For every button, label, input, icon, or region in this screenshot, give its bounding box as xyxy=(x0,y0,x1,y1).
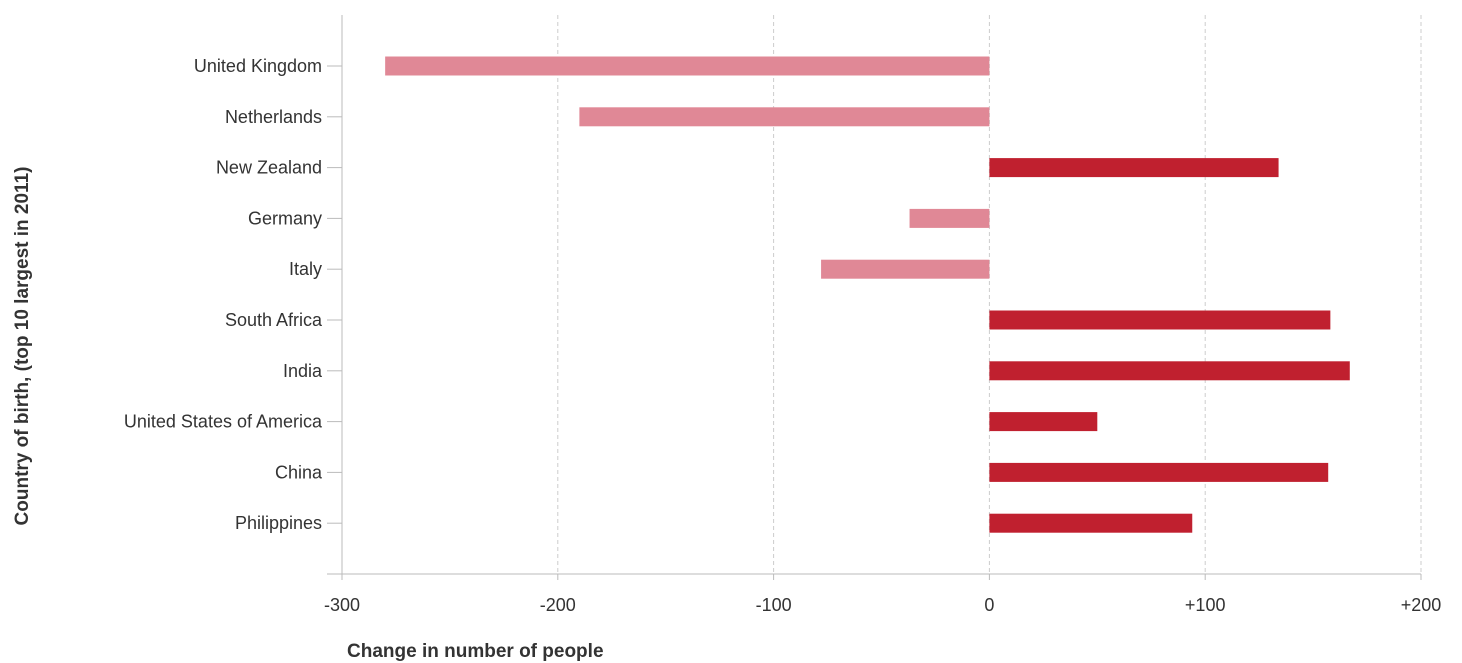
bar-layer xyxy=(385,56,1350,533)
category-label: Germany xyxy=(248,208,322,228)
category-label: Philippines xyxy=(235,513,322,533)
bar xyxy=(989,310,1331,330)
category-label: India xyxy=(283,361,323,381)
bar xyxy=(989,361,1350,381)
category-label: New Zealand xyxy=(216,158,322,178)
x-tick-label: -100 xyxy=(756,595,792,615)
y-axis-title: Country of birth, (top 10 largest in 201… xyxy=(12,167,33,526)
x-tick-label: +100 xyxy=(1185,595,1226,615)
bar xyxy=(821,259,990,279)
x-axis-title: Change in number of people xyxy=(347,641,604,662)
category-label: United Kingdom xyxy=(194,56,322,76)
category-label: Netherlands xyxy=(225,107,322,127)
bar xyxy=(579,107,990,127)
grid-layer xyxy=(557,15,1422,574)
x-tick-label: +200 xyxy=(1401,595,1442,615)
bar xyxy=(989,412,1098,432)
bar xyxy=(989,462,1329,482)
x-tick-label: -300 xyxy=(324,595,360,615)
bar xyxy=(989,513,1193,533)
category-label: China xyxy=(275,462,323,482)
bar xyxy=(385,56,990,76)
axis-layer xyxy=(327,15,1422,580)
category-label: Italy xyxy=(289,259,322,279)
x-tick-label: -200 xyxy=(540,595,576,615)
category-label: South Africa xyxy=(225,310,323,330)
category-label: United States of America xyxy=(124,412,323,432)
label-layer: -300 -200 -100 0 +100 +200 United Kingdom Nethe… xyxy=(124,56,1441,615)
bar xyxy=(989,158,1279,178)
x-tick-label: 0 xyxy=(984,595,994,615)
bar xyxy=(909,208,990,228)
